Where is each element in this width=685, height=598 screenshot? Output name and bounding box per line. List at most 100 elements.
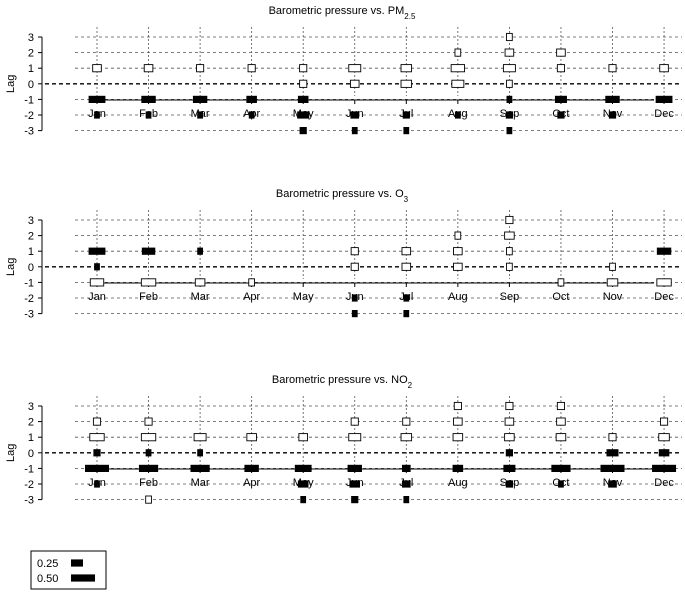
positive-correlation-bar [555,433,567,442]
negative-correlation-bar [600,464,625,472]
negative-correlation-bar [506,95,513,103]
positive-correlation-bar [89,278,105,287]
negative-correlation-bar [351,127,358,135]
negative-correlation-bar [402,111,410,119]
negative-correlation-bar [503,464,516,472]
negative-correlation-bar [294,464,312,472]
positive-correlation-bar [502,64,516,73]
positive-correlation-bar [400,64,413,73]
positive-correlation-bar [504,48,515,57]
positive-correlation-bar [143,64,154,73]
negative-correlation-bar [606,449,619,457]
positive-correlation-bar [451,79,465,88]
y-tick-label: 0 [28,448,34,460]
positive-correlation-bar [454,48,462,57]
negative-correlation-bar [452,464,464,472]
positive-correlation-bar [506,247,513,256]
positive-correlation-bar [557,278,565,287]
negative-correlation-bar [197,449,203,457]
negative-correlation-bar [505,480,513,488]
negative-correlation-bar [506,127,513,135]
negative-correlation-bar [145,449,152,457]
negative-correlation-bar [652,464,677,472]
legend-label: 0.25 [37,558,58,570]
negative-correlation-bar [248,111,255,119]
negative-correlation-bar [145,111,152,119]
legend-label: 0.50 [37,573,58,585]
positive-correlation-bar [660,417,669,426]
y-tick-label: -3 [24,309,34,321]
positive-correlation-bar [452,433,464,442]
positive-correlation-bar [299,79,308,88]
negative-correlation-bar [197,247,203,255]
positive-correlation-bar [556,48,566,57]
positive-correlation-bar [350,262,359,271]
positive-correlation-bar [193,433,207,442]
negative-correlation-bar [558,480,564,488]
negative-correlation-bar [94,111,100,119]
negative-correlation-bar [403,310,410,318]
positive-correlation-bar [247,64,256,73]
negative-correlation-bar [557,111,565,119]
x-tick-label: Feb [139,477,158,489]
positive-correlation-bar [608,433,617,442]
positive-correlation-bar [506,32,513,42]
positive-correlation-bar [299,64,308,73]
negative-correlation-bar [551,464,571,472]
negative-correlation-bar [297,95,309,103]
panel-title-2: Barometric pressure vs. NO2 [272,374,413,390]
positive-correlation-bar [658,433,670,442]
positive-correlation-bar [140,433,157,442]
positive-correlation-bar [401,262,412,271]
y-tick-label: -1 [24,463,34,475]
y-tick-label: -2 [24,479,34,491]
y-tick-label: 1 [28,432,34,444]
y-tick-label: 1 [28,63,34,75]
y-tick-label: 0 [28,262,34,274]
negative-correlation-bar [403,127,410,135]
y-tick-label: 2 [28,48,34,60]
y-tick-label: 0 [28,79,34,91]
positive-correlation-bar [454,231,462,240]
negative-correlation-bar [655,95,673,103]
negative-correlation-bar [88,95,106,103]
y-tick-label: -3 [24,495,34,507]
x-tick-label: Dec [654,291,674,303]
positive-correlation-bar [606,278,619,287]
positive-correlation-bar [349,79,360,88]
negative-correlation-bar [94,263,100,271]
positive-correlation-bar [92,417,102,426]
negative-correlation-bar [401,464,411,472]
positive-correlation-bar [453,417,463,426]
positive-correlation-bar [348,64,362,73]
positive-correlation-bar [402,417,411,426]
x-tick-label: Aug [448,291,468,303]
positive-correlation-bar [659,64,669,73]
x-tick-label: Apr [243,477,260,489]
positive-correlation-bar [196,64,205,73]
positive-correlation-bar [92,64,102,73]
negative-correlation-bar [297,480,309,488]
positive-correlation-bar [194,278,206,287]
negative-correlation-bar [454,111,461,119]
x-tick-label: Feb [139,291,158,303]
x-tick-label: Apr [243,291,260,303]
negative-correlation-bar [190,464,210,472]
negative-correlation-bar [141,95,156,103]
positive-correlation-bar [350,417,359,426]
negative-correlation-bar [299,127,307,135]
y-tick-label: -3 [24,126,34,138]
positive-correlation-bar [556,401,565,411]
negative-correlation-bar [300,496,307,504]
positive-correlation-bar [453,401,462,411]
x-tick-label: Mar [191,477,210,489]
x-tick-label: Nov [603,291,623,303]
y-axis-label-2: Lag [5,444,17,462]
panel-title-0: Barometric pressure vs. PM2.5 [269,5,416,21]
positive-correlation-bar [450,64,466,73]
negative-correlation-bar [192,95,208,103]
negative-correlation-bar [347,464,362,472]
x-tick-label: May [293,291,314,303]
y-axis-label-0: Lag [5,75,17,93]
